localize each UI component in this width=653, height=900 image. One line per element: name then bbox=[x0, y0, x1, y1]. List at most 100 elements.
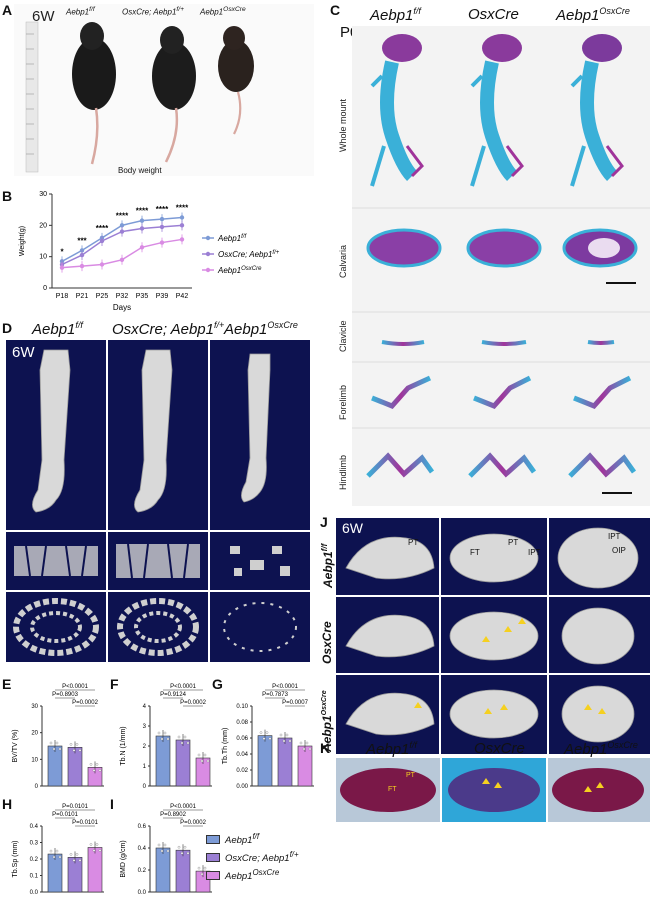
b-x-tick-label: P25 bbox=[96, 293, 109, 300]
b-x-tick-label: P21 bbox=[76, 293, 89, 300]
b-y-tick-label: 30 bbox=[39, 191, 47, 198]
p-value: P=0.8903 bbox=[52, 692, 79, 698]
p-value: P=0.0101 bbox=[62, 804, 89, 810]
bar-chart-tbn: 0 1 2 3 4 Tb.N (1/mm) P<0.0001 P=0.9124 P=0.0002 bbox=[120, 684, 212, 790]
skull-ct-grid bbox=[336, 518, 650, 754]
label-ipt-posterior: IPT bbox=[608, 532, 621, 541]
bar-dot bbox=[52, 855, 56, 859]
trabecular-top-het bbox=[108, 592, 208, 662]
bar-dot bbox=[203, 753, 207, 757]
b-significance: * bbox=[60, 247, 64, 256]
mouse-photo bbox=[14, 4, 314, 176]
b-data-point bbox=[119, 257, 125, 262]
femur-het bbox=[108, 340, 208, 530]
bar bbox=[277, 737, 293, 787]
bar-dot bbox=[268, 737, 272, 740]
bar-dot bbox=[78, 749, 82, 752]
bar-dot bbox=[72, 749, 76, 752]
femur-ko bbox=[210, 340, 310, 530]
bar-dot bbox=[180, 741, 184, 745]
bar-dot bbox=[98, 769, 102, 772]
bar-y-tick-label: 0.08 bbox=[236, 720, 248, 726]
b-data-point bbox=[119, 223, 125, 228]
bar-y-tick-label: 0.0 bbox=[138, 890, 147, 896]
b-significance: **** bbox=[116, 211, 129, 220]
b-y-tick-label: 0 bbox=[43, 285, 47, 292]
bar-dot bbox=[160, 849, 164, 853]
panel-k-header-3: Aebp1OsxCre bbox=[564, 740, 638, 758]
calvaria-stain-svg bbox=[336, 758, 650, 822]
bar-dot bbox=[75, 743, 79, 746]
panel-d-age: 6W bbox=[12, 344, 35, 361]
legend-item-ko: Aebp1OsxCre bbox=[206, 868, 299, 882]
label-pt-lateral: PT bbox=[408, 538, 419, 547]
bar-dot bbox=[288, 739, 292, 743]
bar-dot bbox=[197, 866, 201, 870]
bar-y-tick-label: 0.06 bbox=[236, 736, 248, 742]
b-y-axis-label: Weight(g) bbox=[19, 226, 26, 256]
bar-dot bbox=[186, 741, 190, 745]
b-data-point bbox=[179, 223, 185, 228]
legend-item-het: OsxCre; Aebp1f/+ bbox=[206, 850, 299, 864]
row-label-clavicle: Clavicle bbox=[338, 320, 348, 352]
panel-label-j: J bbox=[320, 514, 328, 530]
bar-dot bbox=[49, 849, 53, 853]
b-data-point bbox=[179, 215, 185, 220]
bar-y-axis-label: Tb.N (1/mm) bbox=[120, 726, 127, 765]
skeleton-svg bbox=[352, 34, 650, 494]
bar bbox=[155, 847, 171, 893]
bar-chart-tbsp: 0.0 0.1 0.2 0.3 0.4 Tb.Sp (mm) P=0.0101 P=0.010… bbox=[12, 804, 104, 896]
bar-y-axis-label: Tb.Sp (mm) bbox=[12, 841, 19, 878]
b-x-tick-label: P42 bbox=[176, 293, 189, 300]
b-significance: *** bbox=[77, 236, 87, 245]
trabecular-top-ctrl bbox=[6, 592, 106, 662]
bar bbox=[155, 735, 171, 787]
p-value: P<0.0001 bbox=[170, 684, 197, 690]
b-data-point bbox=[79, 252, 85, 258]
trabecular-side-het bbox=[108, 532, 208, 590]
bar-y-axis-label: BMD (g/cm) bbox=[120, 840, 127, 877]
bar-dot bbox=[92, 849, 96, 852]
b-significance: **** bbox=[136, 207, 149, 216]
bar-dot bbox=[75, 853, 79, 856]
bar-y-tick-label: 0.0 bbox=[30, 890, 39, 896]
panel-k-header-2: OsxCre bbox=[474, 740, 525, 757]
b-significance: **** bbox=[96, 224, 109, 233]
bar-dot bbox=[177, 735, 181, 739]
bar-y-tick-label: 0.4 bbox=[30, 824, 39, 830]
panel-j-age: 6W bbox=[342, 520, 363, 536]
bar-chart-bvtv: 0 10 20 30 BV/TV (%) P<0.0001 P=0.8903 P=0.0002 bbox=[12, 684, 104, 790]
bar-y-tick-label: 30 bbox=[31, 704, 38, 710]
bar-dot bbox=[95, 763, 99, 766]
panel-a-header-3: Aebp1OsxCre bbox=[200, 6, 246, 17]
bar-dot bbox=[183, 845, 187, 849]
trabecular-side-ctrl bbox=[6, 532, 106, 590]
bar bbox=[175, 849, 191, 893]
panel-k-header-1: Aebp1f/f bbox=[366, 740, 417, 758]
panel-label-g: G bbox=[212, 676, 223, 692]
bar-dot bbox=[305, 741, 309, 745]
panel-c-header-3: Aebp1OsxCre bbox=[556, 6, 630, 24]
bar-y-tick-label: 1 bbox=[143, 764, 147, 770]
bar-dot bbox=[160, 737, 164, 741]
bar-y-tick-label: 0.3 bbox=[30, 841, 39, 847]
row-label-hindlimb: Hindlimb bbox=[338, 454, 348, 490]
panel-label-i: I bbox=[110, 796, 114, 812]
bar-y-tick-label: 0.2 bbox=[30, 857, 39, 863]
b-legend-marker bbox=[205, 267, 211, 273]
legend-swatch-ctrl bbox=[206, 834, 220, 844]
panel-a-age: 6W bbox=[32, 8, 55, 25]
panel-c-header-2: OsxCre bbox=[468, 6, 519, 23]
b-data-point bbox=[139, 218, 145, 223]
bar-dot bbox=[166, 737, 170, 741]
p-value: P=0.9124 bbox=[160, 692, 187, 698]
calvaria-stain-row bbox=[336, 758, 650, 822]
j-row-label-1: Aebp1f/f bbox=[320, 543, 335, 588]
label-oip: OIP bbox=[612, 546, 626, 555]
panel-c-header-1: Aebp1f/f bbox=[370, 6, 421, 24]
bar-dot bbox=[177, 845, 181, 849]
p-value: P<0.0001 bbox=[272, 684, 299, 690]
b-legend-label: Aebp1f/f bbox=[217, 234, 247, 243]
bar bbox=[257, 735, 273, 787]
bar-dot bbox=[72, 859, 76, 862]
